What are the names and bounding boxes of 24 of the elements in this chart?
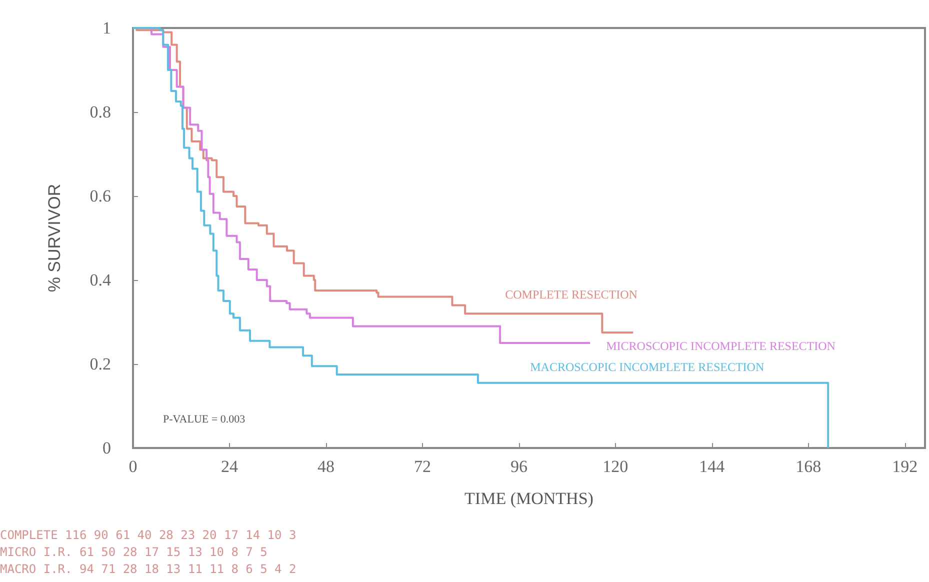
- x-tick-label: 24: [220, 457, 238, 476]
- x-tick-label: 72: [414, 457, 431, 476]
- text: MACRO I.R. 94 71 28 18 13 11 11 8 6 5 4 2: [0, 562, 296, 576]
- y-tick-label: 0: [102, 438, 111, 458]
- y-axis-title: % SURVIVOR: [45, 184, 64, 292]
- annotation: P-VALUE = 0.003: [163, 414, 246, 426]
- x-axis-title: TIME (MONTHS): [464, 489, 594, 508]
- y-tick-label: 0.8: [90, 102, 111, 122]
- text: COMPLETE 116 90 61 40 28 23 20 17 14 10 3: [0, 528, 296, 542]
- y-tick-label: 0.2: [90, 354, 111, 374]
- text: MICRO I.R. 61 50 28 17 15 13 10 8 7 5: [0, 545, 268, 559]
- x-tick-label: 120: [602, 457, 628, 476]
- series-label: MACROSCOPIC INCOMPLETE RESECTION: [530, 360, 764, 374]
- x-tick-label: 96: [510, 457, 528, 476]
- x-tick-label: 48: [317, 457, 334, 476]
- x-tick-label: 168: [796, 457, 822, 476]
- x-tick-label: 192: [892, 457, 918, 476]
- series-label: MICROSCOPIC INCOMPLETE RESECTION: [606, 339, 836, 353]
- y-tick-label: 0.4: [90, 270, 112, 290]
- x-tick-label: 144: [699, 457, 726, 476]
- series-label: COMPLETE RESECTION: [505, 288, 638, 302]
- y-tick-label: 0.6: [90, 186, 111, 206]
- x-tick-label: 0: [128, 457, 138, 476]
- y-tick-label: 1: [102, 18, 111, 38]
